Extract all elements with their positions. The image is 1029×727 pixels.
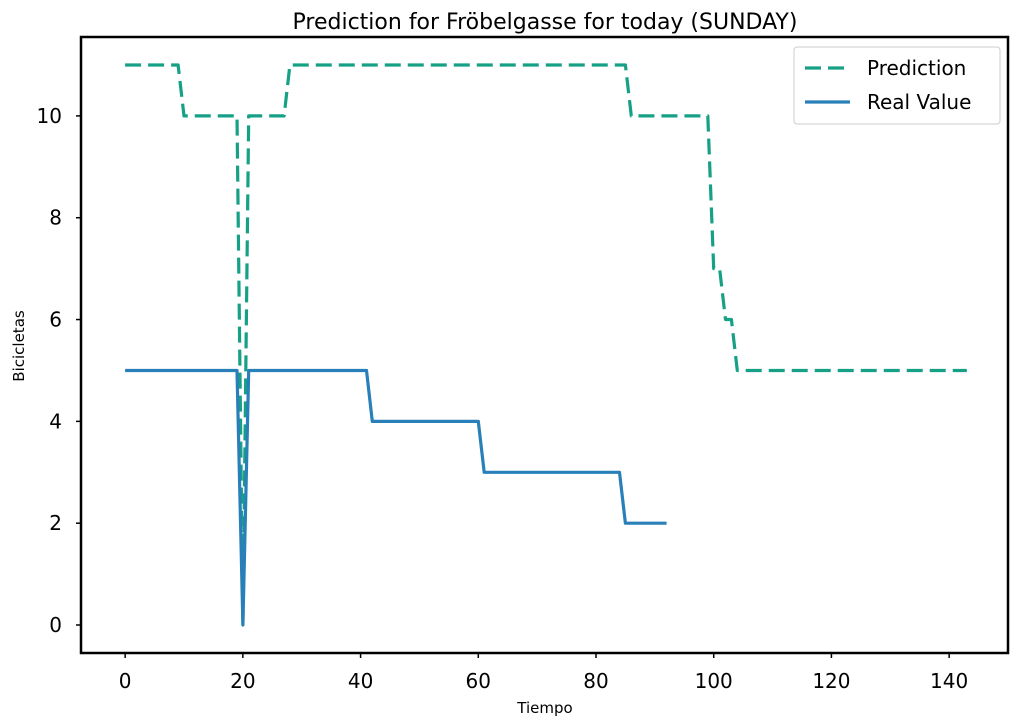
x-axis-ticks: 0 20 40 60 80 100 120 140 bbox=[119, 653, 968, 693]
y-axis-title: Bicicletas bbox=[10, 310, 28, 382]
y-tick-label: 0 bbox=[49, 613, 62, 637]
x-tick-label: 80 bbox=[583, 669, 608, 693]
x-tick-label: 140 bbox=[930, 669, 968, 693]
chart-title: Prediction for Fröbelgasse for today (SU… bbox=[293, 10, 798, 35]
plot-frame bbox=[79, 35, 1010, 655]
series-line-1 bbox=[125, 63, 967, 627]
y-tick-label: 8 bbox=[49, 206, 62, 230]
series-layer bbox=[125, 63, 967, 627]
y-tick-label: 6 bbox=[49, 308, 62, 332]
y-axis-ticks: 0 2 4 6 8 10 bbox=[37, 104, 81, 637]
plot-area bbox=[79, 35, 1010, 655]
x-tick-label: 60 bbox=[466, 669, 491, 693]
x-tick-label: 120 bbox=[812, 669, 850, 693]
series-line-2 bbox=[125, 368, 667, 627]
legend-box bbox=[793, 46, 1001, 125]
y-tick-label: 2 bbox=[49, 511, 62, 535]
x-tick-label: 40 bbox=[348, 669, 373, 693]
legend-label-2: Real Value bbox=[867, 90, 971, 114]
y-tick-label: 10 bbox=[37, 104, 62, 128]
x-tick-label: 0 bbox=[119, 669, 132, 693]
x-tick-label: 100 bbox=[695, 669, 733, 693]
y-tick-label: 4 bbox=[49, 409, 62, 433]
legend: Prediction Real Value bbox=[793, 46, 1001, 125]
x-tick-label: 20 bbox=[230, 669, 255, 693]
legend-label-1: Prediction bbox=[867, 56, 966, 80]
x-axis-title: Tiempo bbox=[516, 699, 572, 717]
